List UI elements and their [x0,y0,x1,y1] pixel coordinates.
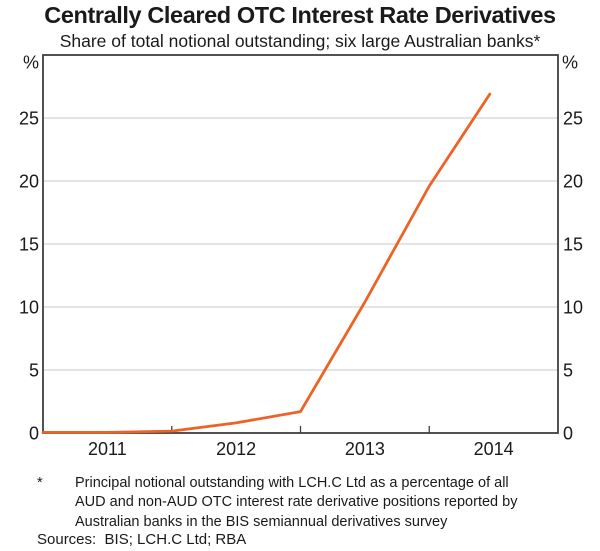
y-axis-label-right: 20 [563,171,583,191]
y-axis-label-left: 15 [19,234,39,254]
x-axis-label: 2014 [474,439,514,459]
series-line [41,92,492,434]
sources-text: BIS; LCH.C Ltd; RBA [104,531,247,548]
percent-label-left: % [23,52,39,72]
footnote: * Principal notional outstanding with LC… [37,474,547,532]
chart-subtitle: Share of total notional outstanding; six… [59,31,541,51]
plot-frame [42,54,559,434]
y-axis-label-left: 20 [19,171,39,191]
chart-title: Centrally Cleared OTC Interest Rate Deri… [44,2,556,28]
footnote-line: AUD and non-AUD OTC interest rate deriva… [75,494,518,511]
sources-line: Sources: BIS; LCH.C Ltd; RBA [37,531,246,548]
footnote-asterisk: * [37,475,43,491]
percent-label-right: % [562,52,578,72]
y-axis-label-right: 25 [563,108,583,128]
x-axis-label: 2011 [88,439,127,459]
y-axis-label-right: 10 [563,297,583,317]
sources-label: Sources: [37,531,97,548]
y-axis-label-left: 25 [19,108,39,128]
y-axis-label-right: 0 [563,423,573,443]
line-chart-svg: 0 0 5 5 10 10 15 15 20 20 25 25% % 2011 2012 2013 2014 [19,52,583,459]
y-axis-label-left: 10 [19,297,39,317]
footnote-line: Principal notional outstanding with LCH.… [75,475,509,491]
y-axis-label-left: 0 [29,423,39,443]
y-axis-label-left: 5 [29,360,39,380]
footnote-text: Principal notional outstanding with LCH.… [75,474,547,532]
footnote-line: Australian banks in the BIS semiannual d… [75,513,448,530]
x-axis-label: 2013 [345,439,385,459]
x-axis-label: 2012 [216,439,256,459]
y-axis-label-right: 15 [563,234,583,254]
y-axis-label-right: 5 [563,360,573,380]
